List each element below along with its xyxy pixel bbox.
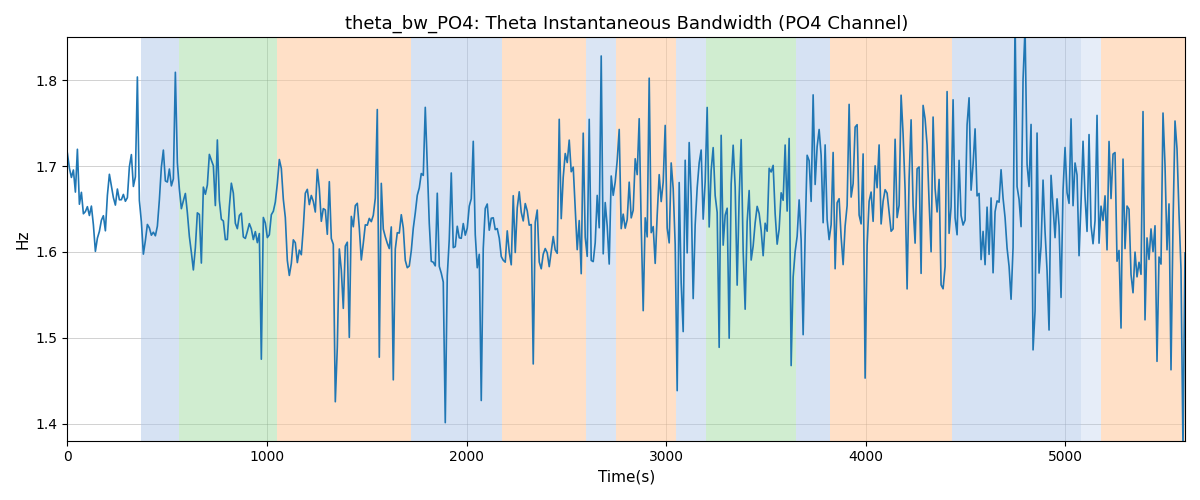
Bar — [1081, 38, 1102, 440]
Bar — [179, 38, 277, 440]
Y-axis label: Hz: Hz — [16, 230, 30, 249]
Bar — [503, 38, 587, 440]
Bar — [796, 38, 829, 440]
Bar — [829, 38, 952, 440]
Bar — [277, 38, 410, 440]
Bar — [142, 38, 179, 440]
Bar — [952, 38, 1081, 440]
Title: theta_bw_PO4: Theta Instantaneous Bandwidth (PO4 Channel): theta_bw_PO4: Theta Instantaneous Bandwi… — [344, 15, 908, 34]
Bar — [410, 38, 503, 440]
X-axis label: Time(s): Time(s) — [598, 470, 655, 485]
Bar — [1102, 38, 1184, 440]
Bar — [676, 38, 706, 440]
Bar — [617, 38, 676, 440]
Bar — [587, 38, 617, 440]
Bar — [706, 38, 796, 440]
